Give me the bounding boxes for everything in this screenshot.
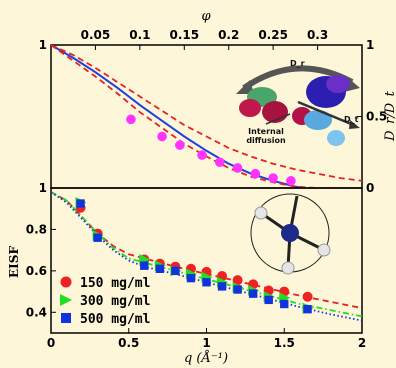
eisf-point-150 [232,275,243,286]
bottom-ylabel: EISF [7,246,21,278]
top-data-point [215,157,225,168]
left-y-tick-label: 1 [39,38,47,52]
hydrogen-left [254,206,268,220]
top-x-tick-label: 0.2 [218,28,239,42]
protein-domain-purple [326,75,350,93]
protein-domain-lightblue [304,110,332,130]
legend-marker-300 [60,294,72,306]
top-axis-title: φ [201,9,211,24]
inset-dt-label: D_t [344,115,359,124]
inset-dr-label: D_r [290,59,305,68]
eisf-point-500 [303,304,312,314]
legend-label-500: 500 mg/ml [80,312,150,327]
top-data-point [126,114,136,125]
top-x-tick-label: 0.05 [81,28,111,42]
eisf-point-500 [202,278,211,287]
hydrogen-bottom [281,261,295,275]
bottom-x-tick-label: 1.5 [274,336,295,350]
top-x-tick-label: 0.15 [169,28,199,42]
x-axis-title: q (Å⁻¹) [184,350,228,366]
legend-label-300: 300 mg/ml [80,294,150,309]
legend: 150 mg/ml 300 mg/ml 500 mg/ml [60,276,150,327]
eisf-point-500 [248,289,258,298]
bottom-points [75,197,314,314]
right-y-tick-label: 0 [366,181,374,195]
top-bound-line [51,45,362,182]
right-ylabel: D_r/D_t [383,90,396,141]
eisf-point-500 [140,261,149,270]
protein-domain-red-left [239,99,261,117]
eisf-point-500 [93,233,102,242]
rotation-arrow-head-left [236,80,254,94]
top-x-tick-label: 0.1 [129,28,150,42]
eisf-point-500 [155,264,165,273]
eisf-point-500 [186,273,196,283]
top-data-point [250,168,261,179]
bottom-x-tick-label: 0 [47,336,55,350]
eisf-point-500 [76,199,85,208]
bottom-x-tick-label: 1 [202,336,210,350]
right-y-tick-label: 1 [366,38,374,52]
top-points [126,114,296,186]
top-data-point [286,176,296,186]
top-x-tick-label: 0.3 [307,28,328,42]
top-axis-ticks: 0.05 0.1 0.15 0.2 0.25 0.3 0 0.5 1 1 [39,28,388,195]
bottom-y-tick-label: 1 [39,181,47,195]
bottom-y-tick-label: 0.6 [26,264,47,278]
internal-diffusion-arrow [265,113,291,125]
bottom-panel: 0 0.5 1 1.5 2 0.4 0.6 0.8 1 EISF q (Å⁻¹) 150 mg/… [7,181,366,366]
inset-internal-label: Internal [248,127,284,136]
eisf-point-500 [280,299,289,309]
protein-inset: D_r D_t Internal diffusion [236,59,360,146]
eisf-point-500 [171,266,180,276]
bottom-x-tick-label: 2 [358,336,366,350]
top-data-point [268,173,278,183]
bottom-x-tick-label: 0.5 [118,336,139,350]
bottom-y-tick-label: 0.8 [26,222,47,236]
translation-arrow-head [349,120,360,129]
top-data-point [175,140,185,150]
inset-diffusion-label: diffusion [246,136,286,145]
legend-marker-500 [61,313,71,323]
top-x-tick-label: 0.25 [258,28,288,42]
top-data-point [232,163,243,173]
eisf-point-500 [264,295,273,305]
right-y-tick-label: 0.5 [366,110,387,124]
translation-arrow [297,100,357,128]
eisf-point-150 [302,291,313,302]
protein-domain-lightblue-lower [327,130,345,146]
eisf-point-500 [233,285,242,294]
bottom-y-tick-label: 0.4 [26,305,47,319]
legend-marker-150 [60,276,72,288]
hydrogen-right [317,243,331,257]
top-panel: 0.05 0.1 0.15 0.2 0.25 0.3 0 0.5 1 1 φ D_r D_t In… [39,9,388,195]
legend-label-150: 150 mg/ml [80,276,150,291]
top-data-point [197,150,207,160]
central-atom [281,224,299,242]
bottom-axis-ticks: 0 0.5 1 1.5 2 0.4 0.6 0.8 1 [26,181,366,350]
rotation-jump-inset [250,193,331,275]
top-data-point [157,131,167,142]
eisf-point-500 [217,282,227,291]
